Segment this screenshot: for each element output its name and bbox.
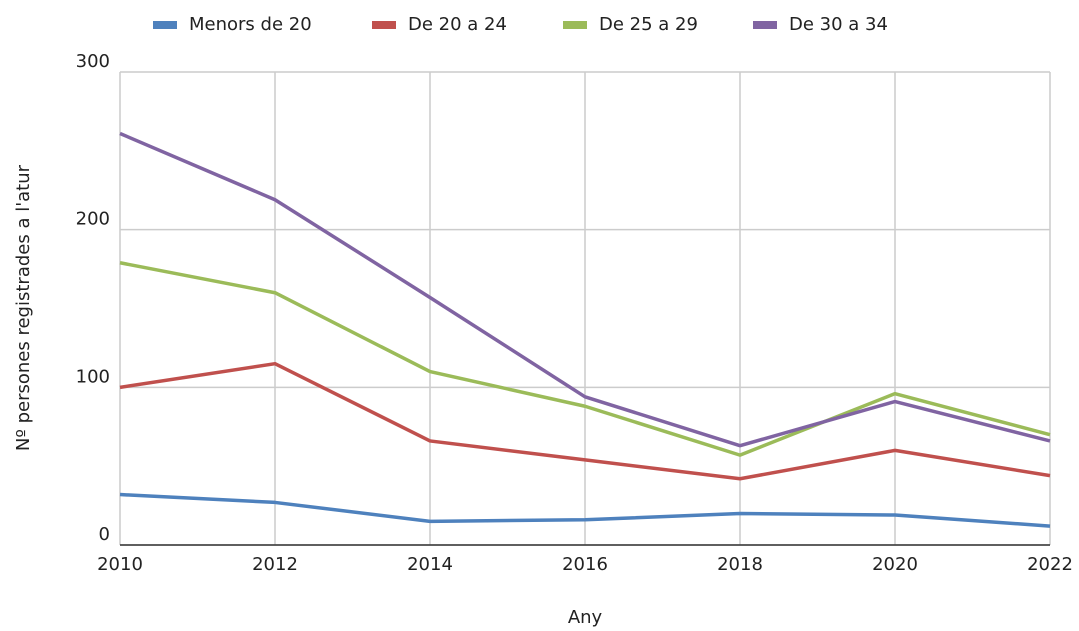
series-line bbox=[119, 131, 1051, 448]
x-tick-label: 2016 bbox=[562, 554, 608, 575]
x-tick-label: 2010 bbox=[97, 554, 143, 575]
y-axis-label: Nº persones registrades a l'atur bbox=[13, 164, 34, 451]
x-tick-label: 2018 bbox=[717, 554, 763, 575]
y-tick-label: 0 bbox=[99, 524, 110, 545]
y-tick-label: 200 bbox=[76, 209, 110, 230]
legend-swatch bbox=[753, 21, 777, 29]
x-tick-label: 2022 bbox=[1027, 554, 1073, 575]
y-tick-label: 100 bbox=[76, 366, 110, 387]
y-tick-label: 300 bbox=[76, 51, 110, 72]
legend-label: De 25 a 29 bbox=[599, 14, 698, 35]
legend-swatch bbox=[153, 21, 177, 29]
legend-swatch bbox=[372, 21, 396, 29]
legend-label: De 20 a 24 bbox=[408, 14, 507, 35]
legend-swatch bbox=[563, 21, 587, 29]
legend-label: De 30 a 34 bbox=[789, 14, 888, 35]
series-line bbox=[119, 492, 1051, 528]
x-tick-label: 2020 bbox=[872, 554, 918, 575]
series-line bbox=[119, 261, 1051, 457]
x-tick-label: 2012 bbox=[252, 554, 298, 575]
x-tick-label: 2014 bbox=[407, 554, 453, 575]
series-line bbox=[119, 361, 1051, 481]
x-axis-label: Any bbox=[568, 607, 603, 628]
legend-label: Menors de 20 bbox=[189, 14, 312, 35]
